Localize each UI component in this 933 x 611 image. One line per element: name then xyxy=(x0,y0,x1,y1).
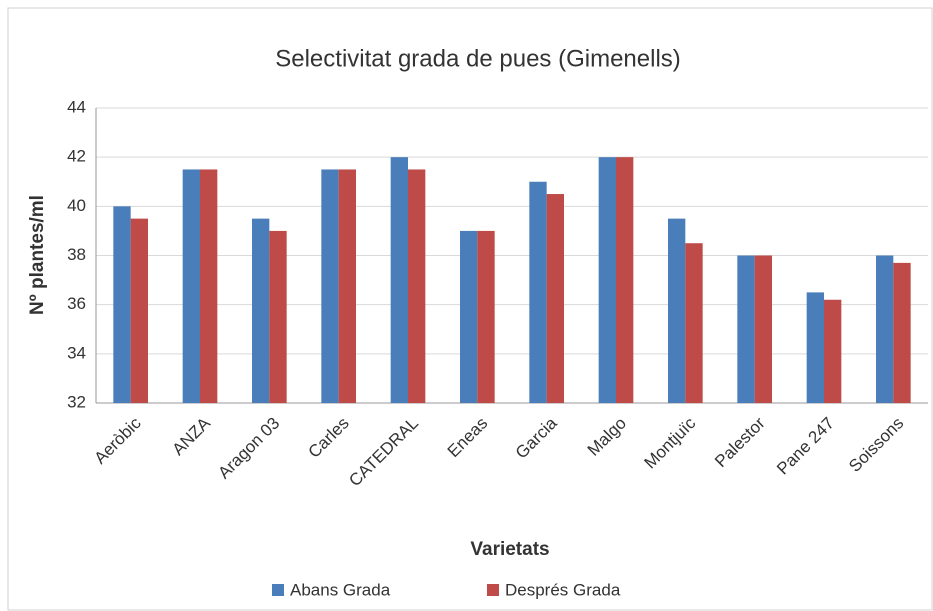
y-tick-label: 32 xyxy=(67,392,86,411)
bar xyxy=(737,255,755,403)
bar xyxy=(893,262,911,403)
y-axis-title: Nº plantes/ml xyxy=(27,195,48,315)
bar xyxy=(668,218,686,403)
legend-swatch xyxy=(272,584,284,596)
bar xyxy=(390,157,408,403)
bar xyxy=(200,169,218,403)
y-tick-label: 38 xyxy=(67,245,86,264)
bar xyxy=(824,299,842,403)
bar xyxy=(113,206,131,403)
legend-label: Abans Grada xyxy=(290,580,391,599)
bar xyxy=(269,230,287,403)
bar xyxy=(616,157,634,403)
bar xyxy=(598,157,616,403)
y-tick-label: 36 xyxy=(67,294,86,313)
y-tick-label: 34 xyxy=(67,343,86,362)
x-axis-title: Varietats xyxy=(470,539,549,560)
bar xyxy=(338,169,356,403)
bar xyxy=(321,169,339,403)
y-tick-label: 40 xyxy=(67,196,86,215)
bar xyxy=(876,255,894,403)
bar xyxy=(685,243,703,403)
legend-swatch xyxy=(487,584,499,596)
y-tick-label: 44 xyxy=(67,97,86,116)
bar xyxy=(460,230,478,403)
bar xyxy=(546,194,564,403)
bar xyxy=(529,181,547,403)
y-tick-label: 42 xyxy=(67,147,86,166)
bar xyxy=(754,255,772,403)
bar xyxy=(252,218,270,403)
chart-title: Selectivitat grada de pues (Gimenells) xyxy=(275,45,681,72)
bar xyxy=(408,169,426,403)
legend-label: Després Grada xyxy=(505,580,621,599)
bar xyxy=(130,218,148,403)
bar xyxy=(182,169,200,403)
bar xyxy=(477,230,495,403)
bar xyxy=(806,292,824,403)
